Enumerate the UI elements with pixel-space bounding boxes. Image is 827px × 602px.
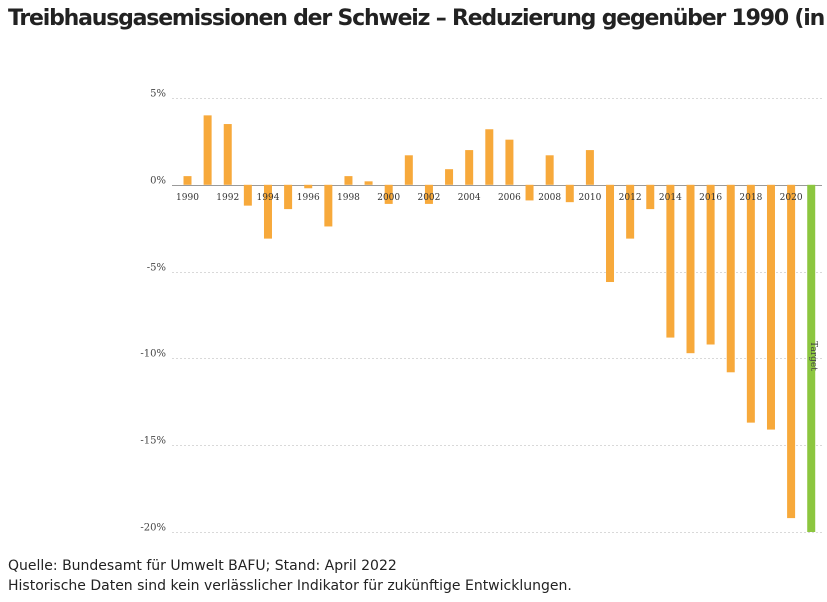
bar-2002: [424, 184, 433, 204]
bar-1996: [304, 184, 313, 189]
source-note: Quelle: Bundesamt für Umwelt BAFU; Stand…: [8, 558, 397, 574]
y-tick-label: -20%: [140, 523, 166, 534]
bar-2011: [606, 184, 615, 283]
bar-2016: [706, 184, 715, 345]
x-tick-label: 1998: [337, 193, 360, 203]
bar-2020: [787, 184, 796, 519]
x-tick-label: 2000: [377, 193, 400, 203]
x-tick-label: 2010: [578, 193, 601, 203]
footer: Quelle: Bundesamt für Umwelt BAFU; Stand…: [8, 556, 572, 596]
bar-chart: 5% 0% -5% -10% -15% -20% 1990 1992 1994 1996 1998…: [140, 89, 822, 534]
gridlines: [172, 98, 822, 533]
bar-2013: [646, 184, 655, 210]
x-tick-label: 2020: [780, 193, 803, 203]
bar-2006: [505, 139, 514, 185]
bar-2015: [686, 184, 695, 354]
target: Target: [807, 184, 818, 533]
x-tick-label: 2008: [538, 193, 561, 203]
x-axis-ticks: 1990 1992 1994 1996 1998 2000 2002 2004 2006 2008…: [176, 193, 803, 203]
x-tick-label: 2006: [498, 193, 521, 203]
bar-2010: [585, 150, 594, 185]
x-tick-label: 1990: [176, 193, 199, 203]
bar-1992: [223, 124, 232, 185]
y-tick-label: 5%: [150, 89, 166, 100]
bar-2000: [384, 184, 393, 204]
bar-2008: [545, 155, 554, 185]
y-tick-label: -5%: [147, 263, 166, 274]
x-tick-label: 2004: [458, 193, 481, 203]
y-axis-ticks: 5% 0% -5% -10% -15% -20%: [140, 89, 166, 534]
bar-2019: [766, 184, 775, 430]
disclaimer-note: Historische Daten sind kein verlässliche…: [8, 578, 572, 594]
bar-2009: [565, 184, 574, 203]
x-tick-label: 2014: [659, 193, 682, 203]
bar-2001: [404, 155, 413, 185]
bar-1991: [203, 115, 212, 185]
x-tick-label: 2002: [417, 193, 440, 203]
y-tick-label: -10%: [140, 349, 166, 360]
bars: [183, 115, 796, 519]
bar-2017: [726, 184, 735, 373]
bar-1994: [263, 184, 272, 239]
x-tick-label: 1994: [257, 193, 280, 203]
bar-2005: [485, 129, 494, 185]
target-label: Target: [808, 341, 818, 371]
bar-2004: [465, 150, 474, 185]
bar-1993: [243, 184, 252, 206]
bar-1999: [364, 181, 373, 185]
x-tick-label: 2018: [739, 193, 762, 203]
bar-1997: [324, 184, 333, 227]
chart-title: Treibhausgasemissionen der Schweiz – Red…: [8, 6, 827, 31]
y-tick-label: -15%: [140, 436, 166, 447]
x-tick-label: 2016: [699, 193, 722, 203]
bar-2012: [626, 184, 635, 239]
bar-1998: [344, 176, 353, 185]
target-bar: [807, 184, 816, 533]
bar-1990: [183, 176, 192, 185]
bar-2014: [666, 184, 675, 338]
x-tick-label: 1996: [297, 193, 320, 203]
bar-2007: [525, 184, 534, 201]
x-tick-label: 2012: [619, 193, 642, 203]
bar-2003: [445, 169, 454, 185]
bar-2018: [746, 184, 755, 423]
y-tick-label: 0%: [150, 176, 166, 187]
bar-1995: [284, 184, 293, 210]
x-tick-label: 1992: [216, 193, 239, 203]
